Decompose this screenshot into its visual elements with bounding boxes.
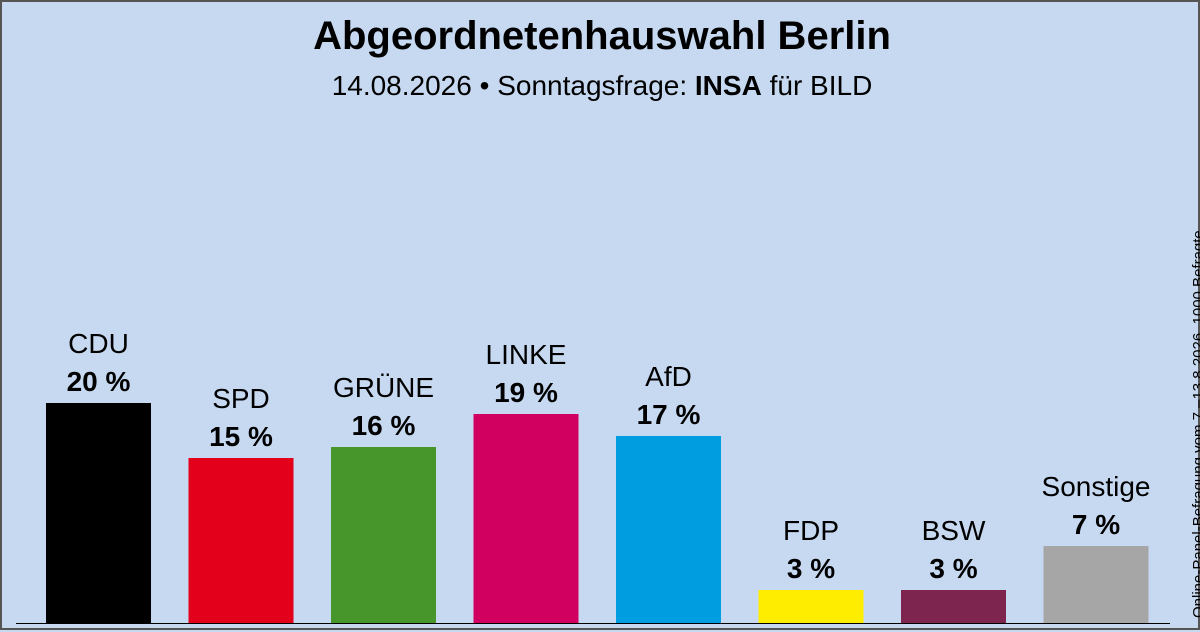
value-label-afd: 17 %: [637, 399, 701, 430]
value-label-linke: 19 %: [494, 377, 558, 408]
bar-cdu: [46, 403, 151, 623]
category-label-bsw: BSW: [922, 515, 986, 546]
value-label-sonstige: 7 %: [1072, 509, 1120, 540]
subtitle-separator: •: [479, 70, 490, 101]
bar-afd: [616, 436, 721, 623]
bar-fdp: [758, 590, 864, 623]
chart-subtitle: 14.08.2026 • Sonntagsfrage: INSA für BIL…: [2, 70, 1200, 102]
bar-grüne: [331, 447, 436, 623]
category-label-fdp: FDP: [783, 515, 839, 546]
category-label-cdu: CDU: [68, 328, 129, 359]
value-label-cdu: 20 %: [67, 366, 131, 397]
category-label-grüne: GRÜNE: [333, 372, 434, 403]
poll-label: Sonntagsfrage:: [497, 70, 688, 101]
value-label-fdp: 3 %: [787, 553, 835, 584]
category-label-afd: AfD: [645, 361, 692, 392]
bar-sonstige: [1043, 546, 1149, 623]
poll-client: für BILD: [769, 70, 873, 101]
value-label-bsw: 3 %: [929, 553, 977, 584]
category-label-sonstige: Sonstige: [1042, 471, 1151, 502]
value-label-grüne: 16 %: [352, 410, 416, 441]
bar-bsw: [901, 590, 1006, 623]
poll-date: 14.08.2026: [331, 70, 472, 101]
value-label-spd: 15 %: [209, 421, 273, 452]
methodology-note: Online-Panel-Befragung vom 7.–13.8.2026,…: [1190, 230, 1200, 618]
bar-linke: [473, 414, 579, 623]
chart-title: Abgeordnetenhauswahl Berlin: [313, 14, 891, 58]
category-label-spd: SPD: [212, 383, 270, 414]
poll-institute: INSA: [694, 70, 762, 101]
bar-spd: [188, 458, 294, 623]
category-label-linke: LINKE: [486, 339, 567, 370]
